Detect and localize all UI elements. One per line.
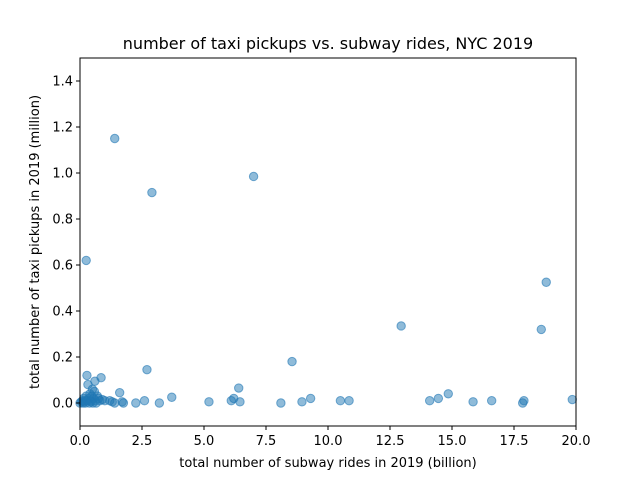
data-point-59 [433,393,444,404]
chart-title: number of taxi pickups vs. subway rides,… [123,34,533,53]
data-point-49 [234,383,244,393]
y-tick-label-5: 1.0 [52,167,73,182]
x-tick-label-6: 15.0 [438,434,467,449]
y-tick-label-1: 0.2 [52,351,73,366]
y-tick-label-2: 0.4 [52,305,73,320]
data-point-50 [235,397,245,407]
data-point-42 [131,398,141,408]
data-point-51 [276,398,286,408]
data-point-53 [297,397,307,407]
data-point-41 [142,364,152,375]
data-point-34 [114,387,125,398]
data-point-64 [519,396,529,406]
data-point-45 [167,392,177,402]
data-point-38 [110,133,120,144]
y-tick-label-0: 0.0 [52,397,73,412]
data-point-67 [567,394,577,405]
data-point-55 [335,396,346,406]
x-tick-label-0: 0.0 [70,434,91,449]
data-point-37 [81,255,91,266]
x-tick-label-7: 17.5 [500,434,529,449]
data-point-56 [344,396,354,406]
y-tick-label-6: 1.2 [52,121,73,136]
x-tick-label-3: 7.5 [256,434,277,449]
y-axis-label: total number of taxi pickups in 2019 (mi… [28,95,43,389]
data-point-62 [486,396,497,406]
data-point-65 [536,324,546,335]
data-point-54 [305,393,316,404]
data-point-61 [468,397,478,407]
data-point-52 [287,356,297,367]
x-tick-label-4: 10.0 [314,434,343,449]
data-point-60 [443,389,453,399]
y-tick-label-3: 0.6 [52,259,73,274]
data-point-39 [147,187,157,198]
y-tick-label-4: 0.8 [52,213,73,228]
x-tick-label-8: 20.0 [562,434,591,449]
data-point-57 [396,321,406,331]
plot-frame [79,57,577,427]
y-tick-label-7: 1.4 [52,75,73,90]
data-point-40 [248,171,259,182]
data-point-66 [541,277,551,287]
data-point-44 [154,398,165,408]
y-axis: 0.0 0.2 0.4 0.6 0.8 1.0 1.2 1.4 [52,75,80,412]
data-point-28 [96,373,106,383]
data-point-58 [424,396,435,406]
data-point-43 [139,396,150,406]
points-layer [75,133,577,408]
x-tick-label-5: 12.5 [376,434,405,449]
data-point-46 [204,397,214,407]
x-tick-label-2: 5.0 [194,434,215,449]
x-axis-label: total number of subway rides in 2019 (bi… [179,456,476,471]
data-point-36 [118,398,129,408]
data-point-9 [82,370,92,381]
x-axis: 0.0 2.5 5.0 7.5 10.0 12.5 15.0 17.5 20.0 [70,426,591,449]
x-tick-label-1: 2.5 [132,434,153,449]
